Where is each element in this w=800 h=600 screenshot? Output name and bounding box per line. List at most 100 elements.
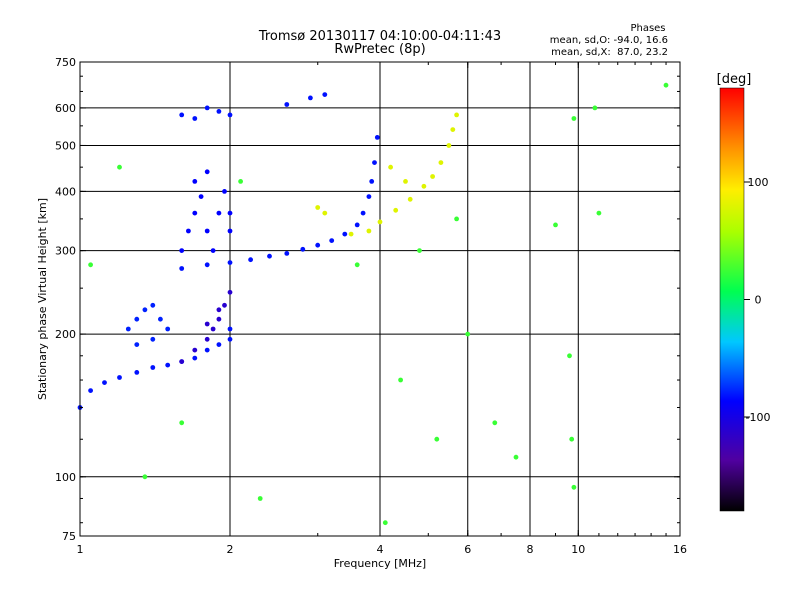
phases-heading: Phases [630,23,665,34]
colorbar-tick-label: 100 [748,176,769,189]
phases-o-stats: mean, sd,O: -94.0, 16.6 [550,35,668,46]
data-point [407,196,413,202]
data-point [192,355,198,361]
trace-series [315,112,459,237]
data-point [421,183,427,189]
data-point [454,216,459,222]
data-point [377,219,383,225]
data-point [571,116,577,121]
data-point [227,210,233,216]
y-tick-label: 75 [62,530,76,543]
data-points [77,82,669,526]
data-point [179,266,185,271]
data-point [192,116,198,121]
data-point [216,316,222,322]
data-point [284,251,290,256]
x-axis-label: Frequency [MHz] [334,557,426,570]
x-tick-label: 2 [227,543,234,556]
data-point [204,347,210,353]
data-point [158,316,163,322]
data-point [179,248,185,254]
y-tick-label: 300 [55,245,76,258]
data-point [192,210,198,216]
data-point [222,302,227,308]
data-point [227,228,233,234]
y-tick-label: 600 [55,102,76,115]
data-point [210,248,216,254]
data-point [596,210,602,216]
data-point [329,238,335,244]
data-point [216,109,222,114]
data-point [227,289,233,295]
data-point [88,262,93,268]
data-point [465,331,471,337]
data-point [192,347,198,353]
data-point [567,353,572,359]
data-point [142,474,148,480]
colorbar-tick-label: 0 [755,294,762,307]
data-point [438,160,444,166]
data-point [216,342,222,347]
data-point [257,496,263,501]
x-tick-label: 10 [571,543,585,556]
data-point [366,228,372,234]
data-point [204,169,210,175]
data-point [372,160,377,166]
data-point [663,82,669,88]
x-tick-label: 6 [464,543,471,556]
data-point [179,359,185,364]
data-point [238,179,244,184]
data-point [102,380,107,385]
data-point [222,189,227,194]
data-point [186,228,191,234]
y-tick-label: 750 [55,56,76,69]
data-point [204,336,210,342]
data-point [284,102,290,107]
data-point [117,375,122,380]
data-point [360,210,366,216]
data-point [430,174,435,179]
chart-subtitle: RwPretec (8p) [334,42,425,57]
y-axis-ticks: 75 100 200 300 400 500 600 750 [55,56,680,543]
data-point [342,231,348,237]
data-point [354,222,360,228]
data-point [227,260,233,265]
data-point [150,302,156,308]
data-point [366,194,372,200]
y-tick-label: 100 [55,471,76,484]
grid-lines [80,62,680,536]
phases-x-stats: mean, sd,X: 87.0, 23.2 [551,47,668,58]
data-point [322,92,328,97]
y-tick-label: 400 [55,185,76,198]
data-point [227,112,233,118]
data-point [204,262,210,268]
data-point [134,370,140,375]
data-point [204,228,210,234]
data-point [571,484,577,490]
data-point [88,388,93,393]
y-tick-label: 200 [55,328,76,341]
x-tick-label: 16 [673,543,687,556]
x-axis-ticks: 1 2 4 6 8 10 16 [77,62,687,556]
data-point [192,179,198,184]
x-tick-label: 8 [527,543,534,556]
data-point [142,307,148,313]
data-point [388,164,393,170]
data-point [204,105,210,111]
colorbar-label: [deg] [717,72,752,87]
data-point [227,336,233,342]
trace-series [179,289,233,364]
chart-title: Tromsø 20130117 04:10:00-04:11:43 [258,29,501,44]
data-point [150,336,156,342]
data-point [513,454,519,460]
data-point [216,210,222,216]
trace-series [88,82,669,526]
data-point [434,436,440,442]
data-point [210,326,216,332]
data-point [198,194,204,200]
y-tick-label: 500 [55,139,76,152]
colorbar [719,87,745,512]
trace-series [179,169,233,254]
data-point [492,420,498,426]
data-point [393,207,399,213]
